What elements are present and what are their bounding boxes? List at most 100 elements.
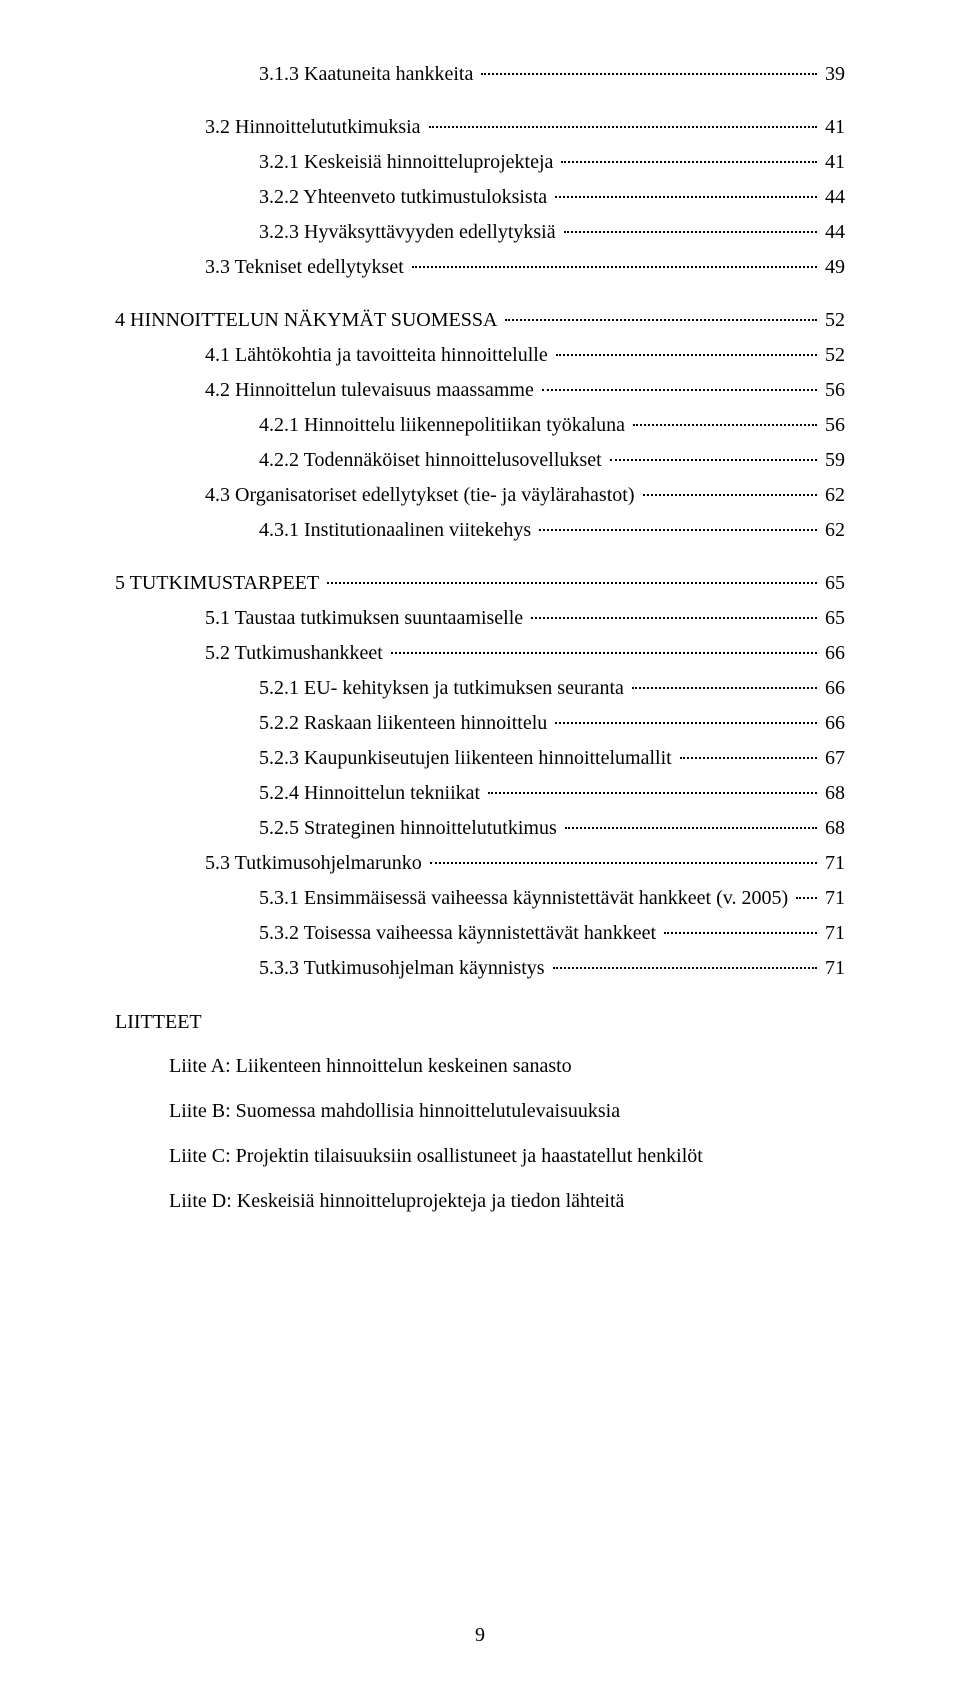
toc-entry: 5.2.2 Raskaan liikenteen hinnoittelu 66 xyxy=(115,709,845,738)
toc-leader-dots xyxy=(531,617,817,619)
toc-entry-label: 5 TUTKIMUSTARPEET xyxy=(115,569,323,598)
toc-entry-page: 68 xyxy=(821,814,845,843)
toc-entry: 4.2.1 Hinnoittelu liikennepolitiikan työ… xyxy=(115,411,845,440)
toc-entry-label: 4.3 Organisatoriset edellytykset (tie- j… xyxy=(205,481,639,510)
toc-gap xyxy=(115,95,845,113)
toc-entry-page: 65 xyxy=(821,569,845,598)
toc-entry: 3.2.1 Keskeisiä hinnoitteluprojekteja 41 xyxy=(115,148,845,177)
toc-entry-page: 71 xyxy=(821,954,845,983)
toc-entry: 4.1 Lähtökohtia ja tavoitteita hinnoitte… xyxy=(115,341,845,370)
toc-entry: 5.2.3 Kaupunkiseutujen liikenteen hinnoi… xyxy=(115,744,845,773)
toc-entry: 3.2.2 Yhteenveto tutkimustuloksista 44 xyxy=(115,183,845,212)
toc-leader-dots xyxy=(610,459,817,461)
toc-entry-label: 4.2.2 Todennäköiset hinnoittelusovelluks… xyxy=(259,446,606,475)
toc-entry-label: 5.2.2 Raskaan liikenteen hinnoittelu xyxy=(259,709,551,738)
toc-entry-page: 49 xyxy=(821,253,845,282)
toc-leader-dots xyxy=(555,196,817,198)
toc-entry-page: 44 xyxy=(821,183,845,212)
toc-leader-dots xyxy=(680,757,817,759)
toc-leader-dots xyxy=(643,494,818,496)
appendix-heading: LIITTEET xyxy=(115,1011,845,1034)
toc-entry: 4.2 Hinnoittelun tulevaisuus maassamme 56 xyxy=(115,376,845,405)
appendix-item: Liite D: Keskeisiä hinnoitteluprojekteja… xyxy=(115,1187,845,1216)
toc-entry-label: 4.3.1 Institutionaalinen viitekehys xyxy=(259,516,535,545)
toc-leader-dots xyxy=(481,73,817,75)
toc-entry-label: 4.1 Lähtökohtia ja tavoitteita hinnoitte… xyxy=(205,341,552,370)
toc-entry-label: 3.2.2 Yhteenveto tutkimustuloksista xyxy=(259,183,551,212)
toc-entry: 5.1 Taustaa tutkimuksen suuntaamiselle 65 xyxy=(115,604,845,633)
toc-leader-dots xyxy=(430,862,817,864)
toc-entry-label: 3.2 Hinnoittelututkimuksia xyxy=(205,113,425,142)
toc-entry-label: 4.2 Hinnoittelun tulevaisuus maassamme xyxy=(205,376,538,405)
toc-entry-page: 66 xyxy=(821,674,845,703)
toc-leader-dots xyxy=(564,231,817,233)
toc-entry: 5.3.3 Tutkimusohjelman käynnistys71 xyxy=(115,954,845,983)
toc-entry-label: 5.1 Taustaa tutkimuksen suuntaamiselle xyxy=(205,604,527,633)
toc-entry: 5.3.2 Toisessa vaiheessa käynnistettävät… xyxy=(115,919,845,948)
toc-entry: 5.3 Tutkimusohjelmarunko 71 xyxy=(115,849,845,878)
appendix-item: Liite C: Projektin tilaisuuksiin osallis… xyxy=(115,1142,845,1171)
toc-entry-label: 3.2.3 Hyväksyttävyyden edellytyksiä xyxy=(259,218,560,247)
appendix-item: Liite A: Liikenteen hinnoittelun keskein… xyxy=(115,1052,845,1081)
toc-leader-dots xyxy=(505,319,817,321)
appendix-block: LIITTEET Liite A: Liikenteen hinnoittelu… xyxy=(115,1011,845,1216)
toc-entry-label: 5.2 Tutkimushankkeet xyxy=(205,639,387,668)
toc-entry-page: 66 xyxy=(821,709,845,738)
toc-entry-page: 62 xyxy=(821,516,845,545)
toc-entry-page: 41 xyxy=(821,148,845,177)
toc-leader-dots xyxy=(542,389,817,391)
toc-leader-dots xyxy=(664,932,817,934)
toc-entry-page: 65 xyxy=(821,604,845,633)
toc-entry-label: 5.3 Tutkimusohjelmarunko xyxy=(205,849,426,878)
toc-entry-label: 5.3.2 Toisessa vaiheessa käynnistettävät… xyxy=(259,919,660,948)
toc-entry-label: 4.2.1 Hinnoittelu liikennepolitiikan työ… xyxy=(259,411,629,440)
toc-entry-page: 67 xyxy=(821,744,845,773)
toc-leader-dots xyxy=(565,827,817,829)
toc-entry: 3.3 Tekniset edellytykset 49 xyxy=(115,253,845,282)
toc-leader-dots xyxy=(632,687,817,689)
toc-leader-dots xyxy=(561,161,817,163)
toc-entry: 4.2.2 Todennäköiset hinnoittelusovelluks… xyxy=(115,446,845,475)
toc-entry-label: 5.2.1 EU- kehityksen ja tutkimuksen seur… xyxy=(259,674,628,703)
document-page: 3.1.3 Kaatuneita hankkeita 39 3.2 Hinnoitt… xyxy=(0,0,960,1689)
toc-entry: 5.2 Tutkimushankkeet 66 xyxy=(115,639,845,668)
toc-entry: 3.2 Hinnoittelututkimuksia 41 xyxy=(115,113,845,142)
toc-entry: 5.2.4 Hinnoittelun tekniikat68 xyxy=(115,779,845,808)
toc-entry: 3.1.3 Kaatuneita hankkeita 39 xyxy=(115,60,845,89)
toc-entry-page: 39 xyxy=(821,60,845,89)
toc-leader-dots xyxy=(633,424,817,426)
toc-leader-dots xyxy=(412,266,817,268)
toc-leader-dots xyxy=(539,529,817,531)
toc-entry-page: 56 xyxy=(821,411,845,440)
toc-entry-label: 5.2.5 Strateginen hinnoittelututkimus xyxy=(259,814,561,843)
toc-entry-label: 5.2.4 Hinnoittelun tekniikat xyxy=(259,779,484,808)
table-of-contents: 3.1.3 Kaatuneita hankkeita 39 3.2 Hinnoitt… xyxy=(115,60,845,983)
toc-entry: 5.2.1 EU- kehityksen ja tutkimuksen seur… xyxy=(115,674,845,703)
toc-entry: 5.3.1 Ensimmäisessä vaiheessa käynnistet… xyxy=(115,884,845,913)
toc-leader-dots xyxy=(429,126,817,128)
appendix-list: Liite A: Liikenteen hinnoittelun keskein… xyxy=(115,1052,845,1216)
toc-entry-label: 5.2.3 Kaupunkiseutujen liikenteen hinnoi… xyxy=(259,744,676,773)
toc-entry: 4.3 Organisatoriset edellytykset (tie- j… xyxy=(115,481,845,510)
toc-entry-page: 59 xyxy=(821,446,845,475)
toc-entry-page: 71 xyxy=(821,849,845,878)
toc-entry-page: 66 xyxy=(821,639,845,668)
toc-entry-page: 56 xyxy=(821,376,845,405)
toc-leader-dots xyxy=(553,967,817,969)
toc-entry-label: 3.3 Tekniset edellytykset xyxy=(205,253,408,282)
toc-entry-label: 3.1.3 Kaatuneita hankkeita xyxy=(259,60,477,89)
appendix-item: Liite B: Suomessa mahdollisia hinnoittel… xyxy=(115,1097,845,1126)
toc-gap xyxy=(115,288,845,306)
toc-leader-dots xyxy=(555,722,817,724)
toc-entry-page: 41 xyxy=(821,113,845,142)
toc-entry-label: 4 HINNOITTELUN NÄKYMÄT SUOMESSA xyxy=(115,306,501,335)
toc-entry-label: 3.2.1 Keskeisiä hinnoitteluprojekteja xyxy=(259,148,557,177)
toc-entry-page: 52 xyxy=(821,306,845,335)
toc-entry-page: 44 xyxy=(821,218,845,247)
toc-gap xyxy=(115,551,845,569)
toc-entry: 5 TUTKIMUSTARPEET 65 xyxy=(115,569,845,598)
toc-entry-page: 71 xyxy=(821,919,845,948)
toc-entry-page: 52 xyxy=(821,341,845,370)
footer-page-number: 9 xyxy=(0,1624,960,1647)
toc-entry: 4.3.1 Institutionaalinen viitekehys 62 xyxy=(115,516,845,545)
